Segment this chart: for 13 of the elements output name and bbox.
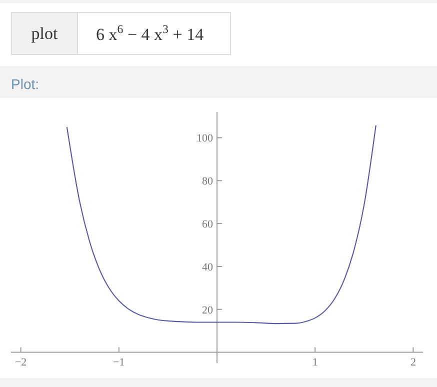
- y-tick-label: 60: [202, 218, 214, 231]
- y-tick-label: 80: [202, 176, 214, 188]
- x-tick-label: −1: [113, 356, 125, 368]
- text: plot: [31, 24, 58, 43]
- chart-subtitle: Plot:: [11, 76, 40, 92]
- x-tick-label: 1: [312, 356, 318, 368]
- x-tick-label: 2: [410, 356, 416, 368]
- chart-title: 6 x$^{6}$ − 4 x$^{3}$ + 14: [96, 22, 204, 44]
- y-tick-label: 40: [202, 261, 214, 274]
- y-tick-label: 100: [196, 132, 214, 145]
- y-tick-label: 20: [202, 304, 214, 316]
- x-tick-label: −2: [14, 356, 27, 368]
- line-series: [66, 124, 376, 324]
